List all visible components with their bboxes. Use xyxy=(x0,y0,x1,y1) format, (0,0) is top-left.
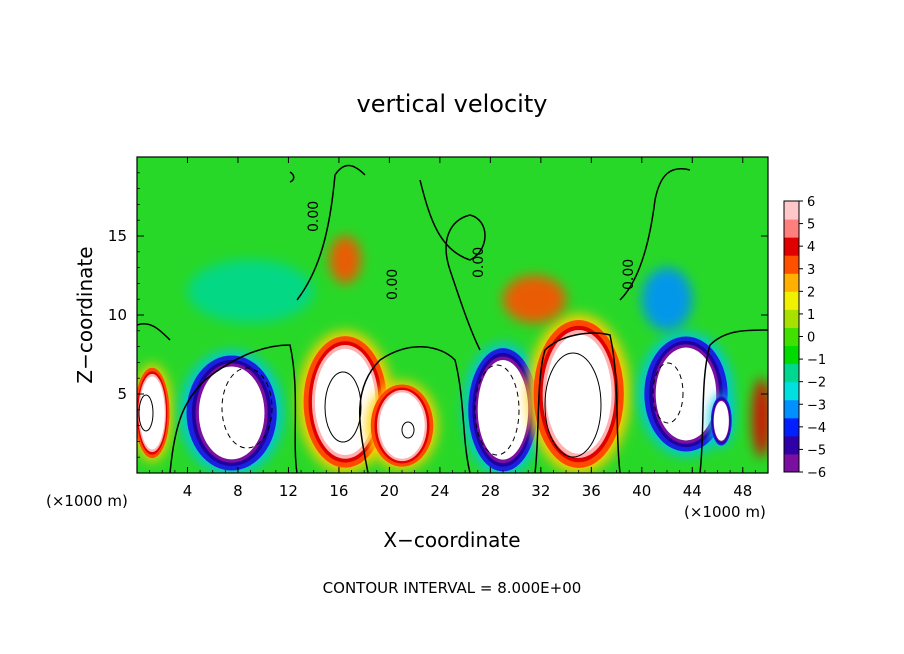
colorbar-swatch xyxy=(784,273,799,292)
heatmap-cell xyxy=(329,236,362,284)
colorbar-swatch xyxy=(784,453,799,473)
colorbar-tick-label: 0 xyxy=(807,331,815,346)
negative-contours xyxy=(221,362,684,456)
colorbar-swatch xyxy=(784,309,799,328)
heatmap-cell xyxy=(713,400,729,441)
colorbar-tick-label: −3 xyxy=(807,398,826,413)
heatmap-cell xyxy=(198,366,265,460)
heatmap-cell xyxy=(379,392,425,459)
x-tick-label: 20 xyxy=(380,482,399,500)
heatmap-cells xyxy=(137,236,768,473)
x-tick-label: 12 xyxy=(279,482,298,500)
x-tick-label: 16 xyxy=(329,482,348,500)
heatmap-cell xyxy=(655,347,717,441)
heatmap-cell xyxy=(545,334,612,454)
heatmap-cell xyxy=(314,348,376,455)
colorbar-tick-label: −6 xyxy=(807,466,826,481)
x-unit-right: (×1000 m) xyxy=(684,503,766,521)
heatmap-cell xyxy=(139,376,165,450)
colorbar-tick-label: 4 xyxy=(807,240,815,255)
heatmap-cell xyxy=(477,360,529,460)
contour-label-1: 0.00 xyxy=(306,201,322,232)
colorbar: 6 5 4 3 2 1 0 −1 −2 −3 −4 −5 −6 xyxy=(783,195,826,481)
contour-interval-footer: CONTOUR INTERVAL = 8.000E+00 xyxy=(323,579,582,597)
colorbar-swatch xyxy=(784,363,799,383)
chart-title: vertical velocity xyxy=(357,90,548,118)
colorbar-swatch xyxy=(784,255,799,274)
colorbar-swatch xyxy=(784,417,799,437)
colorbar-tick-label: 5 xyxy=(807,218,815,233)
contour-label-2: 0.00 xyxy=(471,247,487,278)
contour-label-4: 0.00 xyxy=(385,269,401,300)
heatmap-cell xyxy=(502,275,567,323)
colorbar-swatch xyxy=(784,381,799,401)
x-tick-label: 48 xyxy=(733,482,752,500)
colorbar-tick-label: −1 xyxy=(807,353,826,368)
zero-contours xyxy=(137,164,768,473)
colorbar-swatch xyxy=(784,345,799,365)
x-unit-left: (×1000 m) xyxy=(46,492,128,510)
x-axis: 4 8 12 16 20 24 28 32 36 40 44 48 xyxy=(149,157,756,500)
x-tick-label: 4 xyxy=(183,482,193,500)
colorbar-swatch xyxy=(784,399,799,419)
colorbar-tick-label: −2 xyxy=(807,376,826,391)
heatmap-cell xyxy=(641,267,693,331)
colorbar-tick-label: 2 xyxy=(807,285,815,300)
x-axis-label: X−coordinate xyxy=(383,528,520,552)
y-tick-label: 15 xyxy=(108,227,127,245)
y-axis-label: Z−coordinate xyxy=(73,246,97,383)
contour-label-3: 0.00 xyxy=(621,259,637,290)
colorbar-swatch xyxy=(784,219,799,238)
heatmap-cell xyxy=(752,378,768,458)
x-tick-label: 24 xyxy=(430,482,449,500)
colorbar-tick-label: 1 xyxy=(807,308,815,323)
colorbar-swatch xyxy=(784,201,799,220)
y-axis: 5 10 15 xyxy=(108,172,768,458)
colorbar-tick-label: 6 xyxy=(807,195,815,210)
colorbar-swatch xyxy=(784,327,799,347)
colorbar-tick-label: −5 xyxy=(807,443,826,458)
x-tick-label: 36 xyxy=(582,482,601,500)
colorbar-swatch xyxy=(784,435,799,455)
y-tick-label: 5 xyxy=(117,385,127,403)
x-tick-label: 8 xyxy=(233,482,243,500)
colorbar-swatch xyxy=(784,237,799,256)
x-tick-label: 28 xyxy=(481,482,500,500)
y-tick-label: 10 xyxy=(108,306,127,324)
x-tick-label: 44 xyxy=(683,482,702,500)
heatmap-cell xyxy=(187,259,314,323)
colorbar-tick-label: 3 xyxy=(807,263,815,278)
x-tick-label: 40 xyxy=(632,482,651,500)
positive-contours xyxy=(138,352,602,458)
x-tick-label: 32 xyxy=(531,482,550,500)
colorbar-swatch xyxy=(784,291,799,310)
colorbar-tick-label: −4 xyxy=(807,421,826,436)
